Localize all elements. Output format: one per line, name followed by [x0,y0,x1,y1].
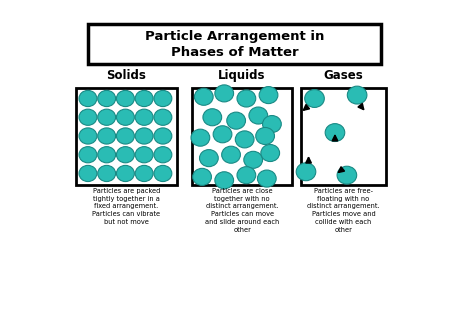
Ellipse shape [98,90,116,107]
Ellipse shape [305,89,324,108]
Ellipse shape [194,88,213,105]
Ellipse shape [135,90,153,107]
Ellipse shape [296,163,316,181]
Ellipse shape [154,109,172,125]
Ellipse shape [135,128,153,144]
Ellipse shape [249,107,268,124]
Ellipse shape [154,128,172,144]
Ellipse shape [117,128,134,144]
Text: Particles are close
together with no
distinct arrangement.
Particles can move
an: Particles are close together with no dis… [205,188,279,233]
Ellipse shape [135,165,153,182]
Ellipse shape [98,165,116,182]
Ellipse shape [98,109,116,125]
Ellipse shape [154,90,172,107]
Ellipse shape [135,109,153,125]
Text: Solids: Solids [106,69,146,82]
Bar [301,88,386,185]
Ellipse shape [325,124,345,141]
Text: Particles are packed
tightly together in a
fixed arrangement.
Particles can vibr: Particles are packed tightly together in… [92,188,160,225]
Ellipse shape [98,128,116,144]
Ellipse shape [337,166,357,184]
Ellipse shape [117,90,134,107]
Ellipse shape [79,128,97,144]
Ellipse shape [191,129,210,146]
Text: Liquids: Liquids [219,69,266,82]
Ellipse shape [117,165,134,182]
Ellipse shape [154,165,172,182]
Ellipse shape [79,165,97,182]
Ellipse shape [79,109,97,125]
Ellipse shape [261,144,280,161]
Ellipse shape [347,86,367,104]
Ellipse shape [79,90,97,107]
Ellipse shape [237,166,256,184]
Text: Particles are free-
floating with no
distinct arrangement.
Particles move and
co: Particles are free- floating with no dis… [307,188,380,233]
Text: Phases of Matter: Phases of Matter [171,47,298,60]
Ellipse shape [215,85,234,102]
Ellipse shape [259,86,278,104]
Ellipse shape [193,169,211,185]
Ellipse shape [215,172,234,189]
Bar [76,88,176,185]
Bar [88,23,381,64]
Ellipse shape [200,150,218,166]
Bar [192,88,292,185]
Text: Particle Arrangement in: Particle Arrangement in [145,30,324,43]
Ellipse shape [222,146,240,163]
Ellipse shape [263,116,281,133]
Text: Gases: Gases [324,69,364,82]
Ellipse shape [79,147,97,163]
Ellipse shape [135,147,153,163]
Ellipse shape [235,131,254,148]
Ellipse shape [227,112,246,129]
Ellipse shape [244,151,263,169]
Ellipse shape [117,147,134,163]
Ellipse shape [154,147,172,163]
Ellipse shape [257,170,276,187]
Ellipse shape [98,147,116,163]
Ellipse shape [203,109,222,126]
Ellipse shape [256,127,274,144]
Ellipse shape [213,126,232,143]
Ellipse shape [237,90,256,107]
Ellipse shape [117,109,134,125]
